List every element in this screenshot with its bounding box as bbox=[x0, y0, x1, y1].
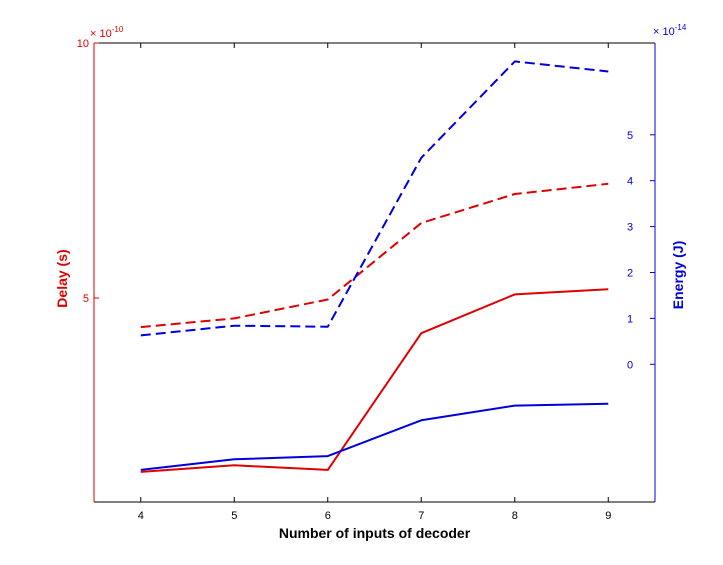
left-axis-exponent: × 10-10 bbox=[90, 25, 124, 40]
right-y-tick-label: 5 bbox=[627, 130, 633, 142]
left-y-tick-label: 5 bbox=[83, 293, 89, 305]
left-y-axis-ticks: 5 10 bbox=[77, 38, 99, 305]
x-tick-label: 4 bbox=[138, 510, 144, 522]
x-tick-label: 8 bbox=[512, 510, 518, 522]
delay-dashed-series-line bbox=[140, 182, 609, 329]
right-y-tick-label: 2 bbox=[627, 268, 633, 280]
energy-dashed-series-line bbox=[140, 60, 609, 337]
right-axis-exponent: × 10-14 bbox=[653, 23, 687, 38]
right-y-axis-ticks: 0 1 2 3 4 5 bbox=[627, 130, 655, 371]
x-tick-label: 5 bbox=[231, 510, 237, 522]
left-y-axis-title: Delay (s) bbox=[54, 249, 70, 307]
right-y-tick-label: 4 bbox=[627, 176, 633, 188]
right-y-tick-label: 3 bbox=[627, 222, 633, 234]
x-axis-ticks: 4 5 6 7 8 9 bbox=[138, 43, 611, 522]
series-layer bbox=[140, 60, 609, 473]
x-tick-label: 9 bbox=[605, 510, 611, 522]
delay-solid-series-line bbox=[140, 288, 609, 473]
energy-solid-series-line bbox=[140, 402, 609, 471]
x-tick-label: 6 bbox=[325, 510, 331, 522]
x-tick-label: 7 bbox=[418, 510, 424, 522]
x-axis-title: Number of inputs of decoder bbox=[279, 525, 471, 541]
left-y-tick-label: 10 bbox=[77, 38, 89, 50]
right-y-tick-label: 0 bbox=[627, 359, 633, 371]
right-y-tick-label: 1 bbox=[627, 313, 633, 325]
right-y-axis-title: Energy (J) bbox=[670, 241, 686, 309]
